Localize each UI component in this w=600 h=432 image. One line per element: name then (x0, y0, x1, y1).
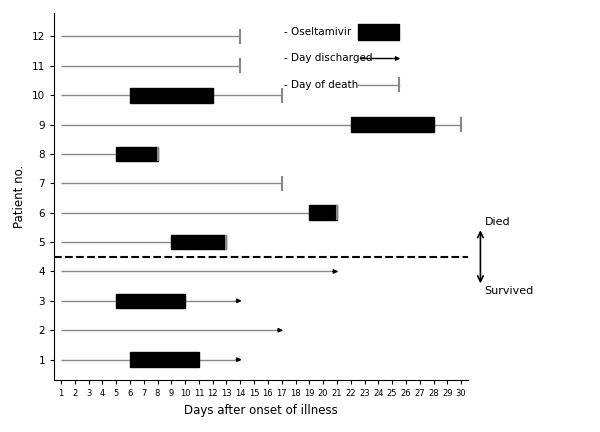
Bar (172, 235, 227, 249)
Text: - Oseltamivir: - Oseltamivir (284, 27, 352, 37)
Bar (358, 24, 399, 40)
X-axis label: Days after onset of illness: Days after onset of illness (184, 404, 338, 417)
Bar (116, 293, 185, 308)
Text: Survived: Survived (485, 286, 534, 296)
Bar (310, 205, 337, 220)
Bar (130, 88, 212, 102)
Text: - Day discharged: - Day discharged (284, 54, 373, 64)
Text: Died: Died (485, 217, 510, 227)
Bar (130, 352, 199, 367)
Bar (116, 146, 157, 161)
Bar (350, 117, 433, 132)
Text: - Day of death: - Day of death (284, 80, 359, 90)
Y-axis label: Patient no.: Patient no. (13, 165, 26, 228)
